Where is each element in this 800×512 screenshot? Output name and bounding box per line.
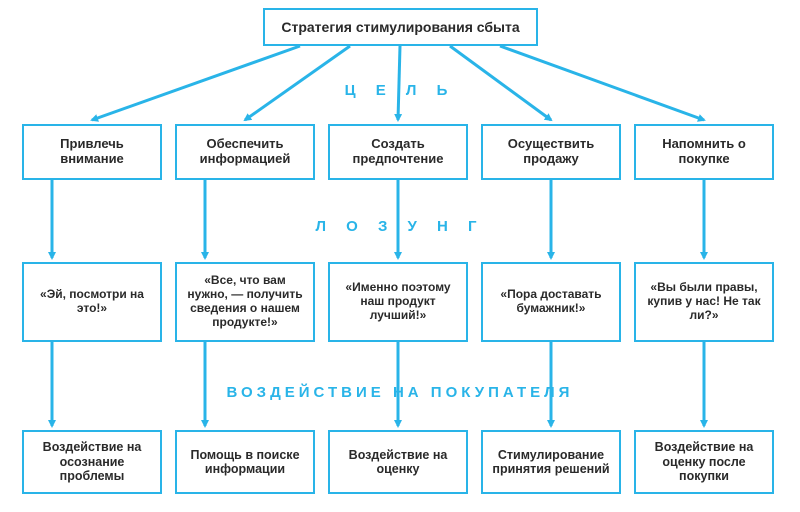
slogan-node-4: «Вы были правы, купив у нас! Не так ли?» bbox=[634, 262, 774, 342]
root-node: Стратегия стимулирования сбыта bbox=[263, 8, 538, 46]
impact-node-4: Воздействие на оценку после покупки bbox=[634, 430, 774, 494]
root-label: Стратегия стимулирования сбыта bbox=[281, 19, 519, 35]
slogan-node-0: «Эй, посмотри на это!» bbox=[22, 262, 162, 342]
goal-node-3: Осуществить продажу bbox=[481, 124, 621, 180]
slogan-node-2: «Именно поэтому наш продукт лучший!» bbox=[328, 262, 468, 342]
impact-node-0: Воздействие на осознание проблемы bbox=[22, 430, 162, 494]
goal-node-1: Обеспечить информацией bbox=[175, 124, 315, 180]
slogan-node-1: «Все, что вам нужно, — получить сведения… bbox=[175, 262, 315, 342]
section-label-slogan: Л О З У Н Г bbox=[0, 218, 800, 235]
section-label-goal: Ц Е Л Ь bbox=[0, 82, 800, 99]
goal-node-0: Привлечь внимание bbox=[22, 124, 162, 180]
impact-node-3: Стимулирование принятия решений bbox=[481, 430, 621, 494]
goal-node-2: Создать предпочтение bbox=[328, 124, 468, 180]
impact-node-2: Воздействие на оценку bbox=[328, 430, 468, 494]
section-label-impact: ВОЗДЕЙСТВИЕ НА ПОКУПАТЕЛЯ bbox=[0, 384, 800, 401]
impact-node-1: Помощь в поиске информации bbox=[175, 430, 315, 494]
slogan-node-3: «Пора доставать бумажник!» bbox=[481, 262, 621, 342]
goal-node-4: Напомнить о покупке bbox=[634, 124, 774, 180]
